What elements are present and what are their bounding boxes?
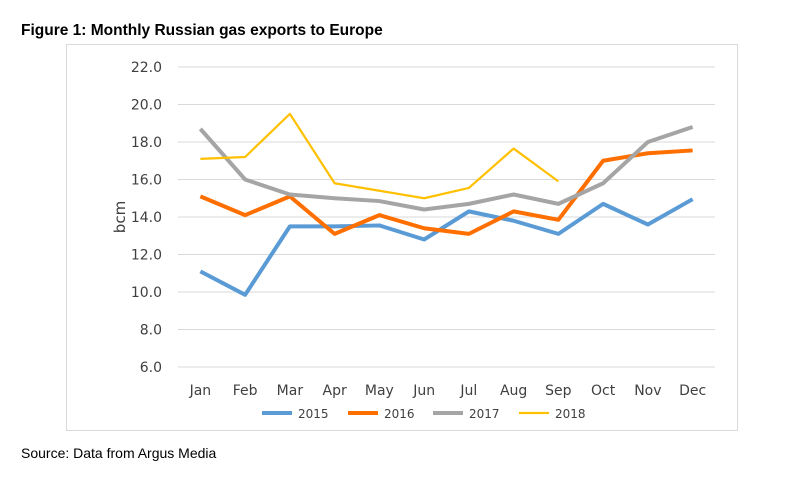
x-tick-label: Aug: [500, 383, 527, 399]
x-tick-label: Mar: [277, 383, 304, 399]
legend-label-2017: 2017: [469, 407, 500, 421]
series-line-2015: [199, 197, 694, 297]
y-tick-label: 22.0: [131, 60, 162, 76]
chart-frame: [66, 44, 738, 431]
y-axis-label: bcm: [111, 201, 129, 233]
source-note: Source: Data from Argus Media: [21, 445, 217, 461]
legend-label-2015: 2015: [298, 407, 329, 421]
x-tick-label: Dec: [679, 383, 706, 399]
y-tick-label: 18.0: [131, 135, 162, 151]
legend-label-2018: 2018: [555, 407, 586, 421]
x-tick-label: Jul: [459, 383, 477, 399]
series-line-2016: [199, 148, 693, 236]
x-tick-label: Sep: [545, 383, 572, 399]
x-tick-label: Feb: [233, 383, 258, 399]
y-tick-label: 20.0: [131, 98, 162, 114]
x-tick-label: Oct: [591, 383, 616, 399]
legend-label-2016: 2016: [384, 407, 415, 421]
figure-title: Figure 1: Monthly Russian gas exports to…: [21, 22, 383, 39]
y-tick-label: 10.0: [131, 285, 162, 301]
y-tick-label: 6.0: [140, 360, 162, 376]
x-tick-label: May: [365, 383, 394, 399]
x-tick-label: Apr: [323, 383, 347, 399]
y-tick-label: 12.0: [131, 248, 162, 264]
y-tick-label: 16.0: [131, 173, 162, 189]
y-tick-label: 14.0: [131, 210, 162, 226]
series-line-2017: [198, 125, 694, 212]
x-tick-label: Jun: [412, 383, 435, 399]
x-tick-label: Nov: [634, 383, 661, 399]
x-tick-label: Jan: [189, 383, 212, 399]
series-line-2018: [200, 112, 560, 200]
y-tick-label: 8.0: [140, 323, 162, 339]
